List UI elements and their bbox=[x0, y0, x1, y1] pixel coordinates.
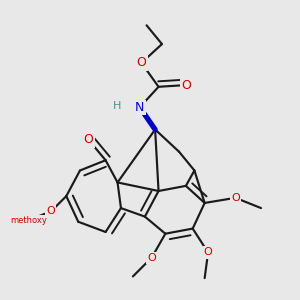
Text: H: H bbox=[113, 100, 122, 111]
Text: O: O bbox=[204, 248, 212, 257]
Text: O: O bbox=[181, 79, 191, 92]
Text: N: N bbox=[135, 101, 144, 114]
Text: methoxy: methoxy bbox=[10, 215, 47, 224]
Text: O: O bbox=[147, 253, 156, 262]
Text: O: O bbox=[84, 133, 93, 146]
Text: O: O bbox=[136, 56, 146, 69]
Text: O: O bbox=[231, 193, 240, 203]
Text: methoxy: methoxy bbox=[26, 219, 32, 221]
Text: O: O bbox=[46, 206, 55, 217]
